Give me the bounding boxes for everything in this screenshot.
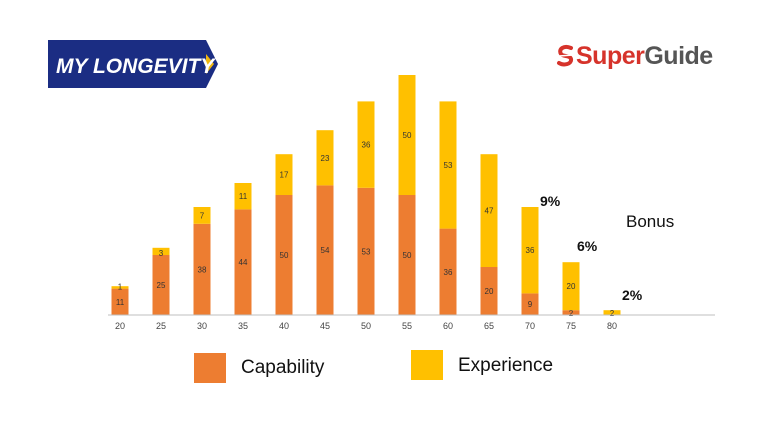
bar-capability-30 <box>193 223 211 315</box>
data-label-experience-45: 23 <box>321 154 330 163</box>
superguide-logo: SuperGuide <box>556 40 713 72</box>
bar-experience-45 <box>316 130 334 186</box>
x-tick-label-30: 30 <box>197 321 207 331</box>
bar-experience-60 <box>439 101 457 229</box>
data-label-capability-20: 11 <box>116 298 125 307</box>
data-label-experience-50: 36 <box>362 141 371 150</box>
data-label-experience-70: 36 <box>526 246 535 255</box>
data-label-experience-40: 17 <box>280 171 289 180</box>
bar-capability-40 <box>275 195 293 315</box>
x-axis-tick-labels: 20 25 30 35 40 45 50 55 60 65 70 75 80 <box>115 321 617 331</box>
data-label-capability-45: 54 <box>321 246 330 255</box>
my-longevity-logo-text: MY LONGEVITY <box>56 55 216 78</box>
x-tick-label-65: 65 <box>484 321 494 331</box>
data-label-capability-65: 20 <box>485 287 494 296</box>
bar-capability-45 <box>316 185 334 315</box>
data-label-experience-65: 47 <box>485 207 494 216</box>
bar-capability-55 <box>398 195 416 315</box>
bar-capability-35 <box>234 209 252 315</box>
annotation-2-percent: 2% <box>622 287 643 303</box>
bar-experience-20 <box>111 286 129 289</box>
bar-experience-55 <box>398 75 416 195</box>
x-tick-label-50: 50 <box>361 321 371 331</box>
my-longevity-logo-graphic: MY LONGEVITY <box>48 40 218 88</box>
x-tick-label-55: 55 <box>402 321 412 331</box>
x-tick-label-70: 70 <box>525 321 535 331</box>
bar-experience-30 <box>193 207 211 224</box>
x-tick-label-60: 60 <box>443 321 453 331</box>
chart-bars: 111 2533874411501754235336505036532047936… <box>111 75 621 318</box>
data-label-capability-25: 25 <box>157 281 166 290</box>
data-label-experience-30: 7 <box>200 211 205 220</box>
legend-capability-label: Capability <box>241 357 325 378</box>
bar-capability-60 <box>439 228 457 315</box>
bar-experience-25 <box>152 247 170 255</box>
legend-experience-label: Experience <box>458 355 554 376</box>
bar-experience-80 <box>603 310 621 315</box>
superguide-logo-super: Super <box>576 41 645 70</box>
x-tick-label-75: 75 <box>566 321 576 331</box>
bar-experience-75 <box>562 262 580 311</box>
data-label-capability-40: 50 <box>280 251 289 260</box>
data-label-experience-75: 20 <box>567 282 576 291</box>
bar-capability-20 <box>111 288 129 315</box>
legend-experience-swatch <box>411 350 443 380</box>
annotation-bonus: Bonus <box>626 212 675 231</box>
data-label-experience-60: 53 <box>444 161 453 170</box>
bar-capability-25 <box>152 255 170 315</box>
x-tick-label-45: 45 <box>320 321 330 331</box>
superguide-logo-guide: Guide <box>644 41 713 70</box>
data-label-capability-60: 36 <box>444 268 453 277</box>
data-label-experience-25: 3 <box>159 249 164 258</box>
bar-capability-75 <box>562 310 580 315</box>
bar-experience-65 <box>480 154 498 267</box>
bar-capability-50 <box>357 187 375 315</box>
bar-experience-40 <box>275 154 293 195</box>
x-tick-label-35: 35 <box>238 321 248 331</box>
data-label-capability-50: 53 <box>362 247 371 256</box>
data-label-capability-55: 50 <box>403 251 412 260</box>
x-tick-label-20: 20 <box>115 321 125 331</box>
x-tick-label-25: 25 <box>156 321 166 331</box>
superguide-swirl-icon <box>557 44 574 67</box>
data-label-capability-35: 44 <box>239 258 248 267</box>
data-label-experience-80: 2 <box>610 309 615 318</box>
annotation-9-percent: 9% <box>540 193 561 209</box>
data-label-capability-30: 38 <box>198 265 207 274</box>
data-label-capability-70: 9 <box>528 300 533 309</box>
x-tick-label-40: 40 <box>279 321 289 331</box>
data-label-experience-55: 50 <box>403 131 412 140</box>
x-tick-label-80: 80 <box>607 321 617 331</box>
my-longevity-logo: MY LONGEVITY <box>48 40 218 88</box>
bar-experience-70 <box>521 207 539 294</box>
superguide-logo-text: SuperGuide <box>576 42 713 71</box>
bar-capability-65 <box>480 267 498 315</box>
legend-capability-swatch <box>194 353 226 383</box>
data-label-capability-75: 2 <box>569 309 574 318</box>
bar-capability-70 <box>521 293 539 315</box>
bar-experience-35 <box>234 183 252 210</box>
data-label-experience-35: 11 <box>239 192 248 201</box>
annotation-6-percent: 6% <box>577 238 598 254</box>
bar-experience-50 <box>357 101 375 188</box>
data-label-experience-20: 1 <box>118 283 123 292</box>
